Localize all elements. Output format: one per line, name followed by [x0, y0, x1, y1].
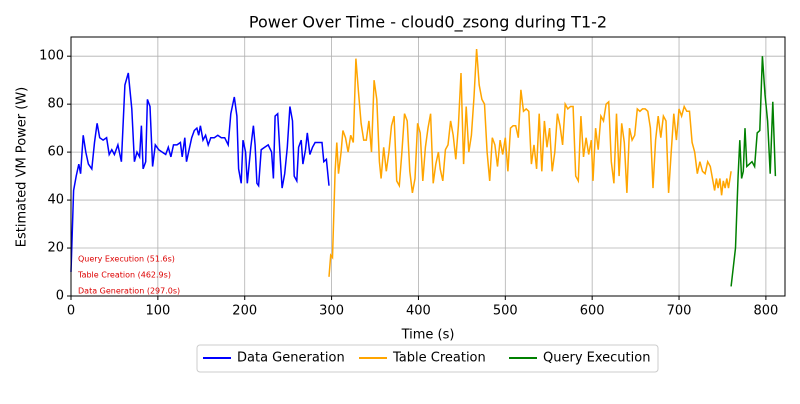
x-axis-label: Time (s) — [401, 328, 455, 343]
legend-label: Table Creation — [392, 351, 486, 366]
legend-box — [196, 344, 659, 373]
legend-label: Data Generation — [237, 351, 345, 366]
x-tick-label: 400 — [406, 304, 431, 319]
x-tick-label: 300 — [319, 304, 344, 319]
x-tick-label: 200 — [232, 304, 257, 319]
x-tick-label: 0 — [67, 304, 75, 319]
y-tick-label: 60 — [47, 145, 64, 160]
y-tick-label: 0 — [56, 289, 64, 304]
y-tick-label: 40 — [47, 193, 64, 208]
annotation: Query Execution (51.6s) — [78, 255, 175, 264]
y-tick-label: 100 — [39, 49, 64, 64]
data-line — [328, 48, 732, 277]
legend-label: Query Execution — [543, 351, 650, 366]
data-line — [730, 56, 777, 287]
annotation: Table Creation (462.9s) — [77, 271, 171, 280]
data-line — [70, 72, 330, 273]
x-tick-label: 600 — [580, 304, 605, 319]
x-tick-label: 700 — [667, 304, 692, 319]
chart-title: Power Over Time - cloud0_zsong during T1… — [249, 13, 607, 33]
plot-frame — [70, 36, 786, 297]
y-axis-label: Estimated VM Power (W) — [15, 87, 30, 247]
x-tick-label: 100 — [145, 304, 170, 319]
x-tick-label: 800 — [753, 304, 778, 319]
y-tick-label: 20 — [47, 241, 64, 256]
annotation: Data Generation (297.0s) — [78, 287, 180, 296]
y-tick-label: 80 — [47, 97, 64, 112]
x-tick-label: 500 — [493, 304, 518, 319]
